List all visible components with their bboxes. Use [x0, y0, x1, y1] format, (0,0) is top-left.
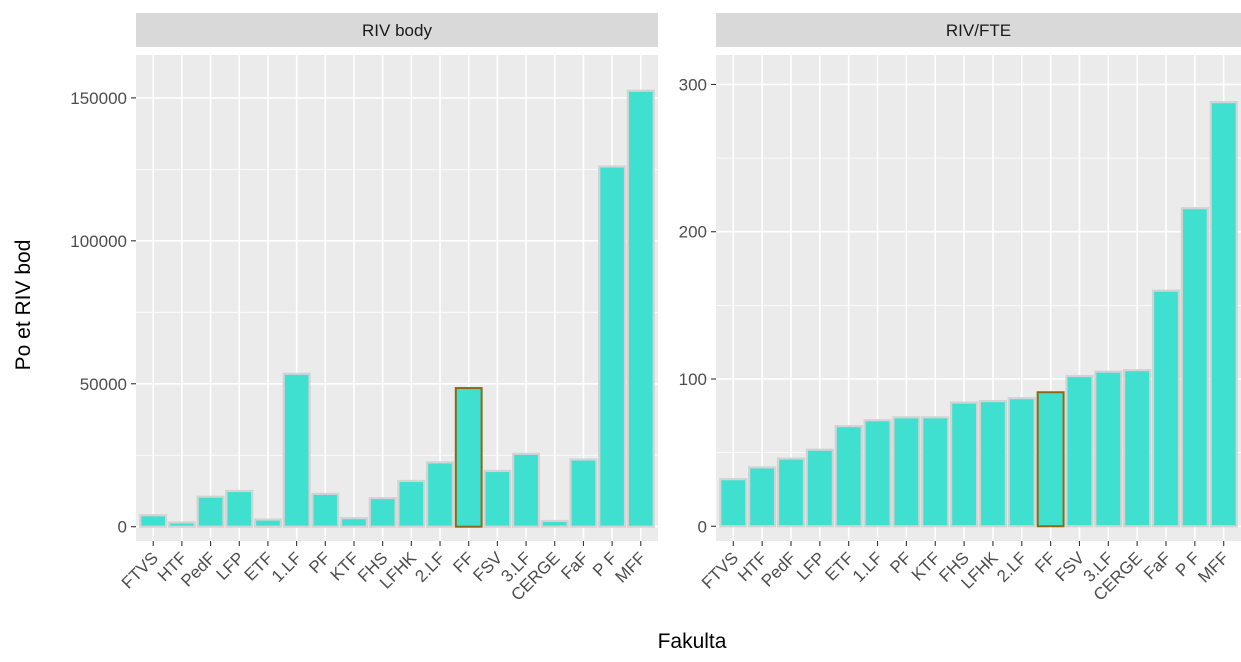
facet-strip	[136, 13, 658, 47]
facet-title: RIV body	[362, 21, 432, 40]
bar-fhs	[949, 401, 979, 528]
x-tick-label: 2.LF	[411, 548, 448, 585]
bar-cerge	[1123, 369, 1152, 528]
bar-pf	[892, 416, 921, 528]
bar-pf	[311, 492, 340, 528]
bar-etf	[834, 425, 863, 528]
bar-fhs	[368, 497, 397, 528]
facet-strip	[716, 13, 1241, 47]
bar-lfhk	[978, 399, 1008, 528]
bar-htf	[748, 466, 777, 528]
bar-2.lf	[426, 461, 455, 528]
facet-title: RIV/FTE	[946, 21, 1011, 40]
bar-lfhk	[397, 479, 426, 528]
x-tick-label: KTF	[327, 548, 363, 584]
x-tick-label: 1.LF	[849, 548, 886, 585]
bar-1.lf	[282, 372, 311, 528]
bar-p-f	[598, 165, 627, 528]
bar-mff	[1209, 101, 1238, 528]
y-axis-title: Po et RIV bod	[12, 240, 35, 371]
bar-2.lf	[1007, 397, 1036, 528]
x-tick-label: MFF	[611, 548, 649, 586]
bar-3.lf	[512, 452, 541, 528]
bar-ff	[454, 387, 483, 528]
bar-ktf	[921, 416, 950, 528]
x-tick-label: FSV	[469, 548, 506, 585]
y-tick-label: 200	[679, 223, 707, 242]
bar-faf	[569, 458, 598, 528]
bar-ff	[1036, 391, 1065, 528]
x-tick-label: KTF	[908, 548, 944, 584]
bar-lfp	[225, 489, 254, 528]
x-tick-label: FaF	[557, 548, 592, 583]
bar-p-f	[1180, 207, 1209, 528]
bar-pedf	[196, 495, 225, 528]
y-tick-label: 100	[679, 370, 707, 389]
bar-faf	[1151, 289, 1181, 528]
bar-pedf	[776, 457, 806, 528]
panel-1: RIV body050000100000150000FTVSHTFPedFLFP…	[70, 13, 658, 605]
y-tick-label: 100000	[70, 232, 127, 251]
bar-cerge	[540, 519, 569, 528]
x-tick-label: FaF	[1140, 548, 1175, 583]
bar-1.lf	[863, 419, 892, 528]
x-tick-label: 2.LF	[993, 548, 1030, 585]
y-tick-label: 0	[698, 517, 707, 536]
x-axis-title: Fakulta	[658, 630, 727, 653]
bar-ftvs	[139, 514, 168, 528]
x-tick-label: LFP	[793, 548, 828, 583]
bar-3.lf	[1094, 370, 1123, 528]
x-tick-label: ETF	[241, 548, 277, 584]
bar-etf	[253, 518, 282, 528]
chart-panels: RIV body050000100000150000FTVSHTFPedFLFP…	[70, 13, 1241, 605]
bar-ktf	[339, 517, 368, 528]
y-tick-label: 50000	[80, 375, 127, 394]
bar-ftvs	[719, 478, 748, 528]
y-tick-label: 0	[118, 518, 127, 537]
bar-fsv	[1065, 374, 1094, 528]
x-tick-label: 1.LF	[268, 548, 305, 585]
x-tick-label: ETF	[821, 548, 857, 584]
x-tick-label: LFP	[213, 548, 248, 583]
bar-lfp	[805, 448, 834, 528]
y-tick-label: 300	[679, 75, 707, 94]
bar-htf	[167, 521, 196, 528]
bar-mff	[626, 89, 655, 528]
x-tick-label: FSV	[1051, 548, 1088, 585]
x-tick-label: MFF	[1194, 548, 1232, 586]
bar-fsv	[483, 469, 512, 528]
y-tick-label: 150000	[70, 89, 127, 108]
